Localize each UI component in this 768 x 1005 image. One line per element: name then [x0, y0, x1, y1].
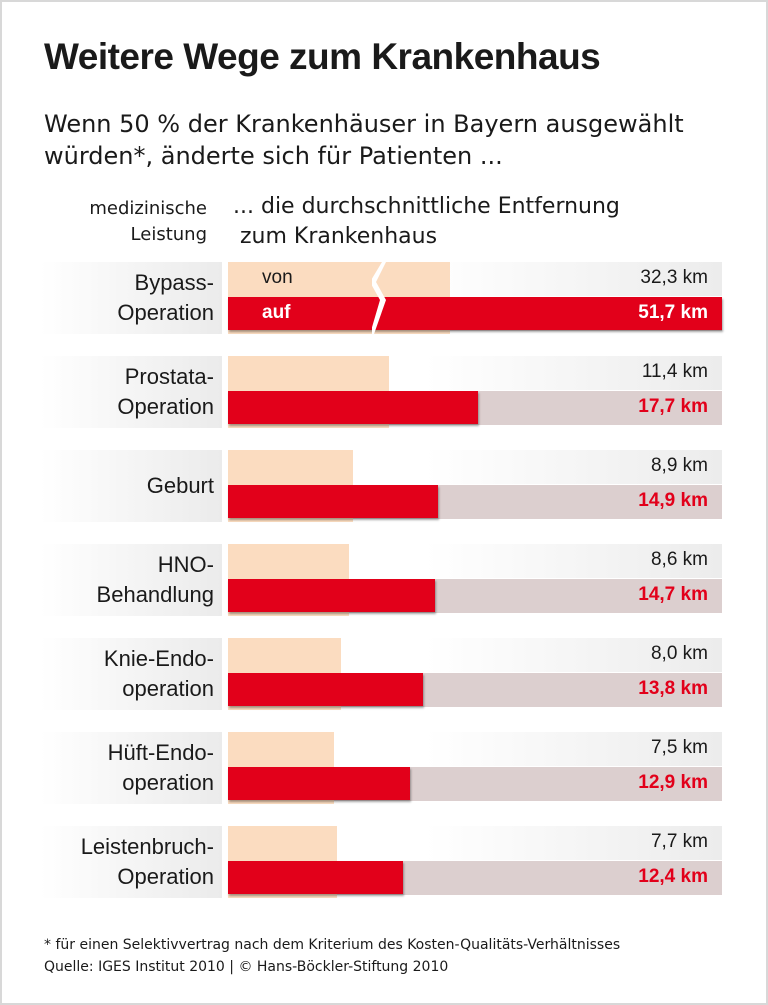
value-after: 14,7 km [638, 584, 708, 605]
value-after: 51,7 km [638, 302, 708, 323]
value-after: 12,9 km [638, 772, 708, 793]
category-label-bg: HNO- Behandlung [40, 544, 222, 616]
bar-after [228, 673, 423, 706]
bar-row: Hüft-Endo- operation 7,5 km 12,9 km [40, 732, 722, 804]
label-auf: auf [262, 302, 291, 323]
value-after: 14,9 km [638, 490, 708, 511]
value-before: 7,7 km [650, 831, 708, 852]
value-before: 8,0 km [650, 643, 708, 664]
value-after: 17,7 km [638, 396, 708, 417]
category-label-bg: Leistenbruch- Operation [40, 826, 222, 898]
category-label: Bypass- Operation [117, 270, 214, 325]
value-before: 7,5 km [650, 737, 708, 758]
bar-after [228, 579, 436, 612]
source: Quelle: IGES Institut 2010 | © Hans-Böck… [44, 959, 449, 975]
value-before: 11,4 km [641, 361, 708, 382]
bar-after [228, 297, 722, 330]
value-before: 8,9 km [650, 455, 708, 476]
bar-after [228, 391, 478, 424]
category-label: HNO- Behandlung [96, 552, 214, 607]
footnote: * für einen Selektivvertrag nach dem Kri… [44, 937, 621, 953]
footer: * für einen Selektivvertrag nach dem Kri… [44, 934, 620, 978]
bar-after [228, 861, 403, 894]
category-label: Geburt [146, 473, 214, 498]
bar-row: HNO- Behandlung 8,6 km 14,7 km [40, 544, 722, 616]
bar-row: Bypass- Operation 32,3 km 51,7 km von auf [40, 262, 722, 334]
category-label-bg: Hüft-Endo- operation [40, 732, 222, 804]
bar-row: Knie-Endo- operation 8,0 km 13,8 km [40, 638, 722, 710]
chart-title: Weitere Wege zum Krankenhaus [44, 36, 601, 77]
category-label-bg: Bypass- Operation [40, 262, 222, 334]
bar-row: Leistenbruch- Operation 7,7 km 12,4 km [40, 826, 722, 898]
category-label: Prostata- Operation [117, 364, 214, 419]
bar-after [228, 767, 410, 800]
category-label: Hüft-Endo- operation [107, 740, 214, 795]
category-label-bg: Geburt [40, 450, 222, 522]
label-von: von [262, 267, 293, 288]
category-label: Leistenbruch- Operation [80, 834, 214, 889]
value-after: 12,4 km [638, 866, 708, 887]
category-label-bg: Knie-Endo- operation [40, 638, 222, 710]
value-after: 13,8 km [638, 678, 708, 699]
bar-row: Prostata- Operation 11,4 km 17,7 km [40, 356, 722, 428]
category-label-bg: Prostata- Operation [40, 356, 222, 428]
category-label: Knie-Endo- operation [103, 646, 214, 701]
value-header: ... die durchschnittliche Entfernung zum… [233, 194, 620, 249]
axis-break-mark [372, 262, 386, 334]
bar-row: Geburt 8,9 km 14,9 km [40, 450, 722, 522]
chart-subtitle: Wenn 50 % der Krankenhäuser in Bayern au… [44, 110, 684, 170]
bar-after [228, 485, 439, 518]
value-before: 32,3 km [640, 267, 708, 288]
category-header: medizinische Leistung [89, 198, 207, 245]
value-before: 8,6 km [650, 549, 708, 570]
